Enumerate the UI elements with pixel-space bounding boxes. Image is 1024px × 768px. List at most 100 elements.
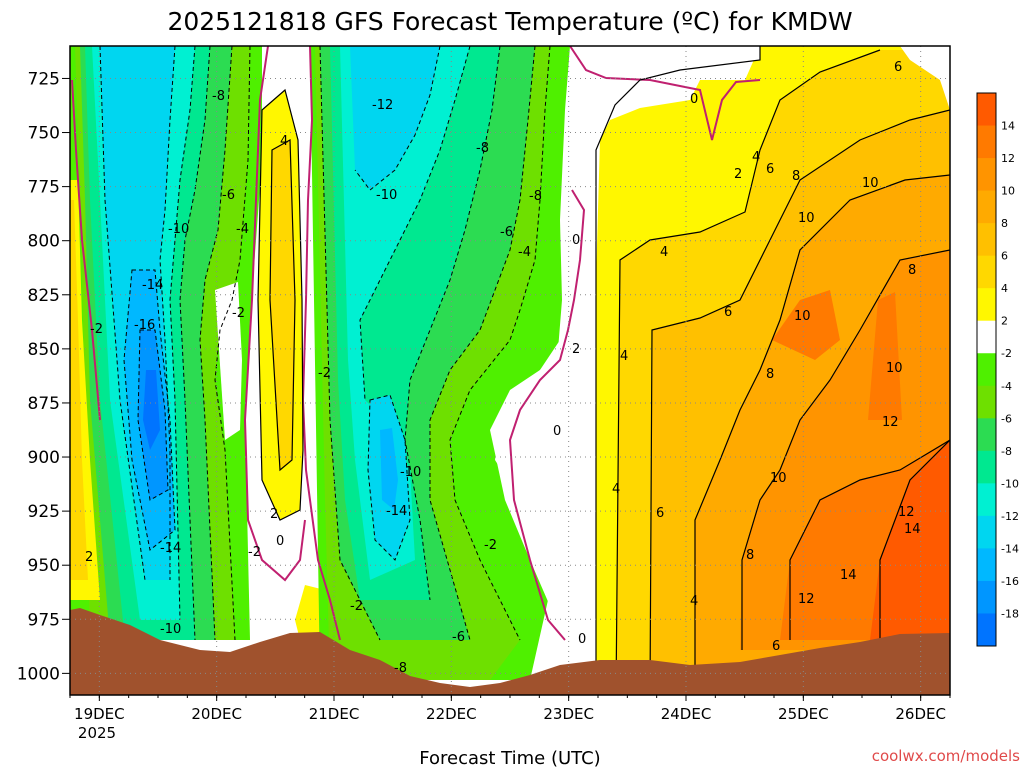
contour-label: -10 — [160, 622, 181, 637]
contour-label: 8 — [908, 263, 916, 278]
colorbar-frame — [976, 92, 997, 647]
contour-col-2 — [257, 88, 304, 521]
x-tick-label: 19DEC — [74, 705, 125, 723]
contour-label: -8 — [476, 141, 489, 156]
y-tick-label: 850 — [28, 340, 60, 360]
contour-label: 2 — [734, 167, 742, 182]
colorbar-bin — [977, 515, 996, 549]
contour-label: -2 — [248, 545, 261, 560]
region-orange-12c — [868, 292, 902, 420]
region-orange-14 — [870, 440, 950, 640]
contour-neg-8b — [359, 46, 471, 401]
x-tick-label: 22DEC — [426, 705, 477, 723]
colorbar-bin — [977, 385, 996, 419]
y-tick-label: 875 — [28, 394, 60, 414]
contour-label: 6 — [766, 162, 774, 177]
contour-label: -6 — [222, 188, 235, 203]
negative-contours — [99, 46, 551, 641]
y-tick-label: 775 — [28, 178, 60, 198]
x-tick-label: 23DEC — [543, 705, 594, 723]
credit-text: coolwx.com/models — [872, 747, 1020, 765]
region-cyan-b — [350, 46, 440, 190]
colorbar-label: -18 — [1001, 607, 1019, 620]
contour-label: -2 — [484, 538, 497, 553]
contour-label: -6 — [452, 630, 465, 645]
y-tick-label: 900 — [28, 448, 60, 468]
contour-neg-10b — [99, 46, 146, 581]
colorbar-bin — [977, 580, 996, 614]
positive-contours — [257, 46, 950, 695]
y-tick-label: 975 — [28, 610, 60, 630]
y-tick-label: 950 — [28, 556, 60, 576]
contour-label: -10 — [168, 222, 189, 237]
y-tick-label: 1000 — [17, 664, 60, 684]
region-blue-deep-a — [143, 370, 160, 450]
contour-label: -6 — [500, 225, 513, 240]
colorbar-label: 4 — [1001, 282, 1008, 295]
x-tick-label: 26DEC — [895, 705, 946, 723]
contour-label: 4 — [612, 482, 620, 497]
region-gold-col — [270, 140, 295, 470]
y-tick-label: 800 — [28, 232, 60, 252]
contour-label: -10 — [376, 188, 397, 203]
contour-neg-8a — [169, 46, 196, 621]
contour-label: -16 — [134, 318, 155, 333]
contour-label: 6 — [656, 506, 664, 521]
contour-label: 6 — [772, 639, 780, 654]
region-orange-12b — [772, 290, 840, 360]
contour-neg-12b — [354, 46, 441, 191]
region-white-a — [570, 46, 760, 300]
contour-label: -4 — [236, 222, 249, 237]
contour-label: 6 — [724, 305, 732, 320]
y-tick-label: 725 — [28, 69, 60, 89]
region-gold-edge — [70, 200, 88, 580]
contour-neg-14a — [123, 269, 176, 551]
contour-neg-4b — [429, 46, 536, 641]
contour-label: 10 — [862, 176, 879, 191]
contour-label: -14 — [142, 278, 163, 293]
contour-label: -8 — [212, 89, 225, 104]
colorbar-bin — [977, 613, 996, 647]
y-tick-label: 825 — [28, 286, 60, 306]
contour-neg-6b — [404, 46, 501, 601]
colorbar-bin — [977, 418, 996, 452]
contour-label: -10 — [400, 465, 421, 480]
y-tick-label: 925 — [28, 502, 60, 522]
contour-label: 2 — [270, 507, 278, 522]
colorbar-bin — [977, 320, 996, 354]
colorbar-label: 6 — [1001, 250, 1008, 263]
region-white-d — [215, 282, 242, 440]
contour-label: -12 — [372, 98, 393, 113]
contour-label: -2 — [350, 599, 363, 614]
freezing-line-e — [508, 189, 586, 641]
contour-label: -2 — [232, 306, 245, 321]
colorbar-bin — [977, 450, 996, 484]
contour-label: -2 — [90, 322, 103, 337]
contour-label: 4 — [620, 349, 628, 364]
contour-label: -4 — [518, 245, 531, 260]
contour-label: -2 — [318, 366, 331, 381]
colorbar-bin — [977, 483, 996, 517]
colorbar-label: -14 — [1001, 542, 1019, 555]
colorbar-bin — [977, 548, 996, 582]
contour-label: 4 — [660, 245, 668, 260]
contour-label: 6 — [894, 60, 902, 75]
contour-6 — [649, 109, 950, 695]
colorbar-bin — [977, 93, 996, 127]
colorbar-label: -10 — [1001, 477, 1019, 490]
contour-label: 14 — [840, 568, 857, 583]
contour-label: 8 — [746, 548, 754, 563]
x-tick-label: 20DEC — [191, 705, 242, 723]
region-white-b — [900, 46, 950, 110]
contour-label: 10 — [770, 471, 787, 486]
contour-10 — [741, 249, 950, 650]
contour-label: 10 — [886, 361, 903, 376]
contour-12 — [789, 439, 950, 640]
region-white-c — [490, 330, 575, 620]
colorbar-label: 8 — [1001, 217, 1008, 230]
y-tick-label: 750 — [28, 124, 60, 144]
region-sky-b — [380, 428, 398, 510]
contour-neg-12c — [367, 394, 411, 561]
contour-neg-2c — [319, 46, 381, 641]
freezing-line-d — [569, 46, 761, 141]
